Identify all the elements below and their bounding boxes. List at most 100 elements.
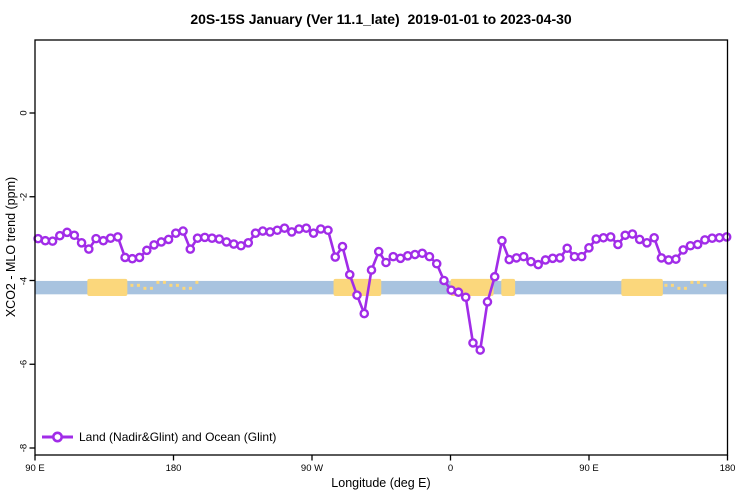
series-marker [47,236,58,246]
series-marker [620,230,630,241]
series-marker [518,251,529,262]
x-axis-title: Longitude (deg E) [331,476,431,490]
series-marker [721,232,732,242]
land-speckle [182,286,186,290]
series-marker [540,255,551,265]
series-marker [714,232,725,243]
series-marker [185,244,196,254]
series-marker [279,223,290,233]
land-speckle [696,280,700,284]
y-axis-title: XCO2 - MLO trend (ppm) [4,176,18,318]
chart-title: 20S-15S January (Ver 11.1_late) 2019-01-… [190,11,572,27]
series-marker [359,308,370,319]
land-band-segment [621,278,663,296]
series-marker [228,239,239,249]
series-marker [576,251,587,262]
series-marker [388,251,399,262]
y-tick-label: -8 [18,443,30,453]
series-marker [142,245,152,256]
series-marker [257,226,268,236]
legend-label: Land (Nadir&Glint) and Ocean (Glint) [79,430,277,444]
series-marker [120,252,130,263]
land-speckle [670,283,674,287]
land-speckle [690,280,694,284]
land-band-segment [501,278,516,296]
series-marker [613,239,623,250]
y-tick-label: -6 [18,360,30,369]
series-marker [344,269,355,280]
series-marker [163,234,174,245]
y-tick-label: -4 [18,276,30,285]
series-marker [431,258,442,269]
series-marker [511,253,522,263]
x-tick-label: 180 [165,463,182,474]
series-marker [69,230,80,241]
series-marker [113,232,123,242]
series-marker [678,245,688,255]
series-marker [352,290,362,300]
series-marker [605,232,616,242]
series-marker [700,235,710,245]
series-marker [504,254,515,265]
land-speckle [143,286,147,290]
series-marker [685,240,696,251]
series-marker [301,223,312,233]
y-tick-label: -2 [18,192,30,201]
series-marker [199,232,210,243]
series-marker [533,259,544,270]
series-marker [460,292,471,303]
series-marker [192,233,203,244]
series-marker [315,224,326,234]
land-speckle [169,283,173,287]
x-tick-label: 0 [447,463,454,474]
land-speckle [156,280,160,284]
series-marker [584,243,594,253]
land-speckle [175,283,179,287]
land-speckle [149,286,153,290]
series-marker [323,225,333,236]
land-speckle [677,286,681,290]
series-marker [127,253,138,264]
series-marker [207,233,217,244]
land-speckle [703,283,707,287]
series-marker [84,244,94,254]
series-marker [424,251,435,262]
plot-border [34,39,729,456]
legend-key-marker [51,431,63,443]
series-marker [373,246,384,257]
series-marker [671,254,681,264]
series-marker [591,234,601,244]
x-tick-label: 90 W [300,463,324,474]
series-marker [555,253,565,263]
x-tick-label: 90 E [25,463,45,474]
land-speckle [162,280,166,284]
series-marker [627,229,638,239]
land-speckle [136,283,140,287]
series-marker [439,275,449,286]
land-speckle [664,283,668,287]
series-marker [366,265,377,275]
series-marker [330,252,341,262]
series-marker [468,338,478,348]
series-marker [482,297,493,307]
series-marker [55,230,65,241]
series-marker [265,227,275,237]
series-marker [453,287,464,298]
series-marker [649,232,659,243]
series-marker [381,257,391,268]
series-marker [178,226,188,236]
series-marker [417,248,428,259]
series-marker [308,228,319,238]
series-marker [243,238,254,248]
x-tick-label: 180 [719,463,736,474]
series-marker [402,250,413,261]
land-speckle [195,280,199,284]
series-marker [634,234,645,245]
series-marker [475,345,486,355]
series-marker [562,243,572,254]
series-marker [497,235,507,246]
series-marker [692,239,703,250]
series-marker [76,238,87,248]
